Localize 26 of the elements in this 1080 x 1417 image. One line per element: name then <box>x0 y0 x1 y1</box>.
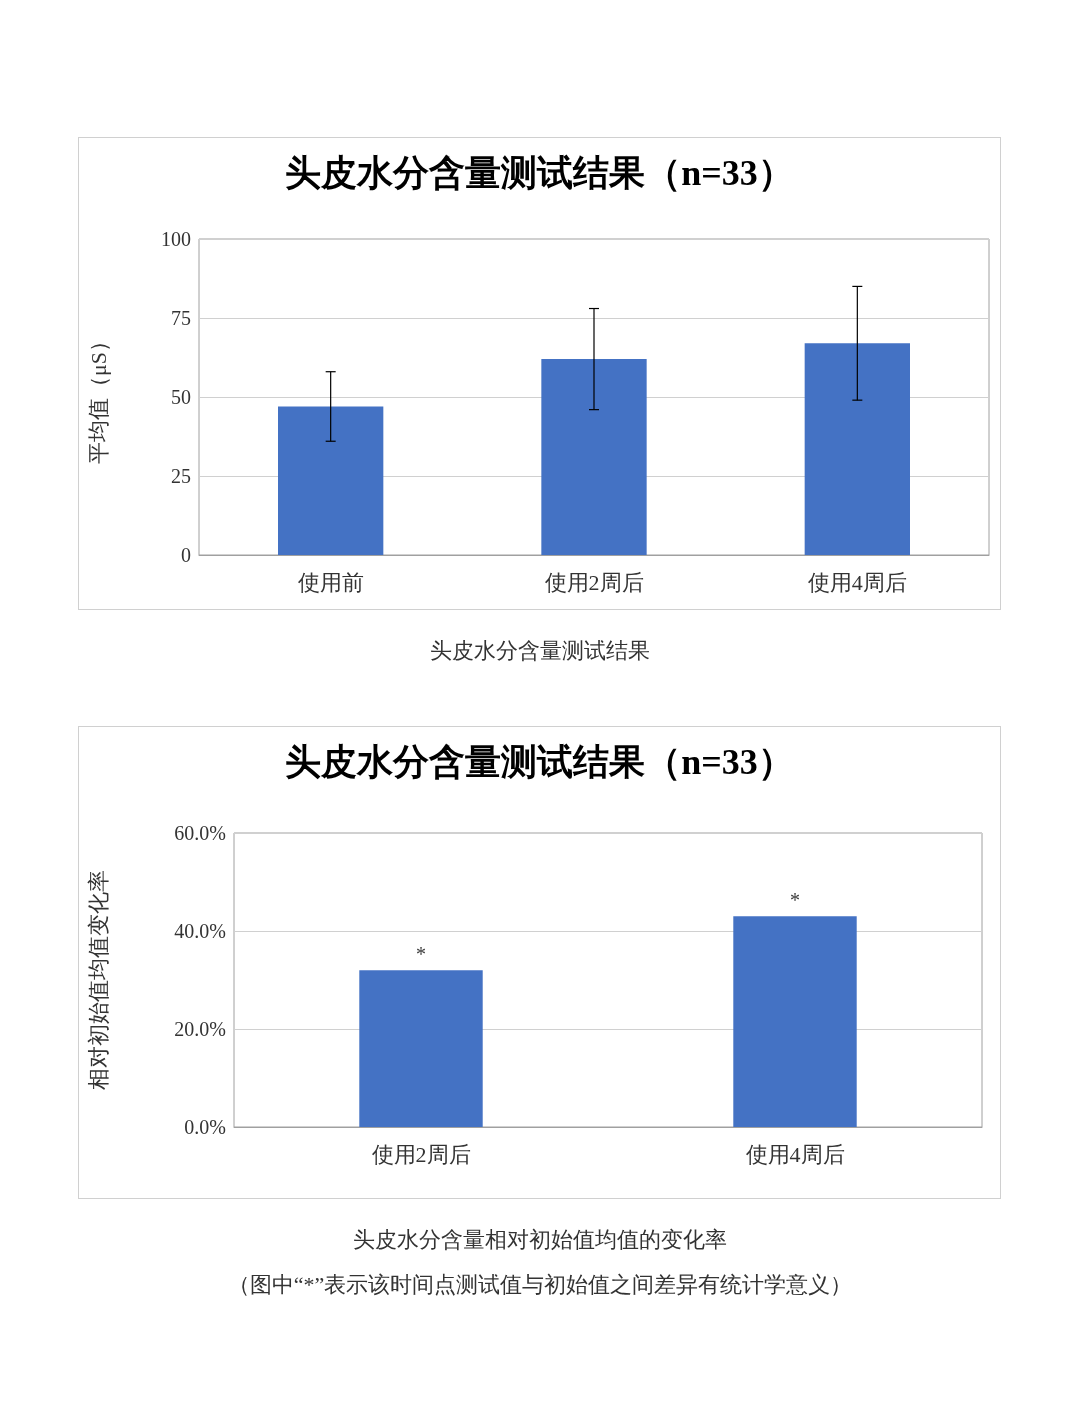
chart-title: 头皮水分含量测试结果（n=33） <box>285 742 794 782</box>
y-tick-label: 0.0% <box>184 1116 226 1138</box>
annotation: * <box>416 943 426 966</box>
annotation: * <box>790 889 800 912</box>
y-tick-label: 60.0% <box>174 822 226 844</box>
text: 头皮水分含量测试结果 <box>429 637 651 665</box>
x-tick-label: 使用4周后 <box>745 1141 845 1167</box>
y-axis-title: 平均值（μS） <box>85 329 111 465</box>
x-tick-label: 使用2周后 <box>371 1141 471 1167</box>
y-tick-label: 100 <box>161 228 191 250</box>
y-tick-label: 20.0% <box>174 1018 226 1040</box>
bar <box>278 406 384 555</box>
y-tick-label: 75 <box>171 307 191 329</box>
y-tick-label: 25 <box>171 465 191 487</box>
text: 头皮水分含量相对初始值均值的变化率 <box>352 1226 728 1254</box>
x-tick-label: 使用前 <box>297 569 364 595</box>
bar <box>804 343 910 555</box>
chart-title: 头皮水分含量测试结果（n=33） <box>285 153 794 193</box>
text: （图中“*”表示该时间点测试值与初始值之间差异有统计学意义） <box>226 1271 854 1299</box>
y-axis-title: 相对初始值均值变化率 <box>85 870 111 1090</box>
y-tick-label: 40.0% <box>174 920 226 942</box>
x-tick-label: 使用2周后 <box>544 569 644 595</box>
y-tick-label: 0 <box>181 544 191 566</box>
x-tick-label: 使用4周后 <box>807 569 907 595</box>
bar <box>541 359 647 555</box>
y-tick-label: 50 <box>171 386 191 408</box>
